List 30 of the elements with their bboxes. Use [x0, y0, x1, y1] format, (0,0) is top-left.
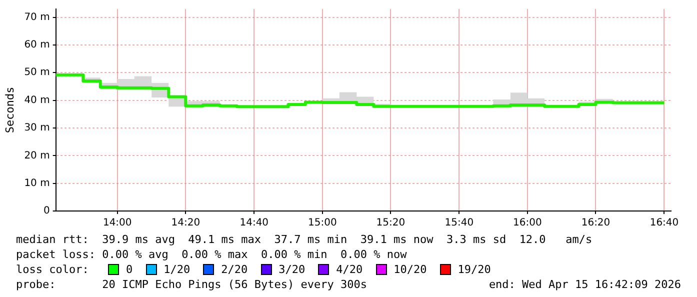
x-tick-label: 14:40 — [240, 218, 269, 229]
x-tick-label: 16:40 — [650, 218, 679, 229]
x-tick-label: 16:00 — [513, 218, 542, 229]
x-tick-label: 16:20 — [581, 218, 610, 229]
text: loss color: — [16, 262, 90, 277]
y-tick-label: 50 m — [24, 67, 50, 78]
y-tick-label: 30 m — [24, 122, 50, 134]
text: 2/20 — [221, 262, 248, 277]
y-tick-label: 40 m — [24, 94, 50, 106]
text: 0 — [126, 262, 133, 277]
text: probe: 20 ICMP Echo Pings (56 Bytes) every 300s — [16, 277, 367, 292]
text: end: Wed Apr 15 16:42:09 2026 — [488, 277, 681, 292]
x-tick-label: 15:40 — [444, 218, 474, 229]
x-tick-label: 15:20 — [376, 218, 406, 229]
x-tick-label: 14:00 — [102, 218, 132, 229]
x-tick-label: 14:20 — [171, 218, 200, 229]
y-tick-label: 60 m — [24, 40, 50, 51]
text: packet loss: 0.00 % avg 0.00 % max 0.00 % min 0.00 % now — [16, 247, 408, 262]
y-tick-label: 10 m — [24, 178, 50, 189]
text: 19/20 — [458, 262, 491, 277]
y-tick-label: 20 m — [24, 150, 50, 162]
text: median rtt: 39.9 ms avg 49.1 ms max 37.7 ms min 39.1 ms now 3.3 ms sd 12.0 am/s — [16, 232, 594, 247]
y-tick-label: 0 — [43, 206, 50, 217]
y-tick-label: 70 m — [24, 12, 50, 23]
text: 4/20 — [336, 262, 363, 277]
y-axis-title: Seconds — [3, 86, 16, 134]
text: 1/20 — [164, 262, 190, 277]
text: 10/20 — [394, 262, 427, 277]
x-tick-label: 15:00 — [308, 218, 337, 229]
text: 3/20 — [278, 262, 306, 277]
